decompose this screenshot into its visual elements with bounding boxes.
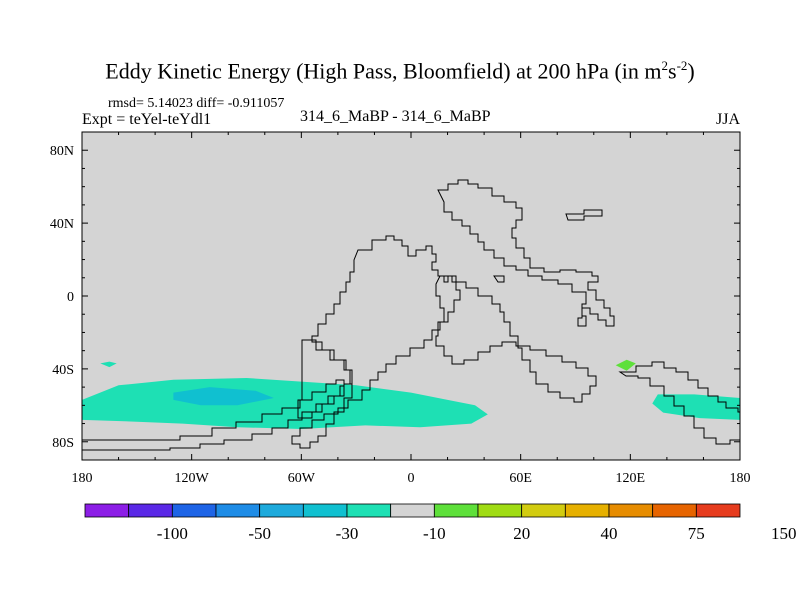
colorbar-swatch bbox=[346, 503, 392, 518]
y-tick-label: 0 bbox=[67, 290, 74, 305]
x-axis: 180 120W 60W 0 60E 120E 180 bbox=[72, 132, 751, 486]
asia-interior-coastline bbox=[493, 275, 505, 283]
southern-mid-latitude-negative-band bbox=[82, 378, 488, 429]
y-tick-label: 40S bbox=[52, 363, 74, 378]
x-tick-label: 0 bbox=[408, 471, 415, 486]
antarctic-coastline bbox=[82, 379, 345, 451]
indian-ocean-small-positive bbox=[615, 359, 636, 371]
eurasia-coastline bbox=[437, 179, 615, 327]
colorbar-swatch bbox=[695, 503, 741, 518]
southern-core-negative-patch bbox=[173, 387, 274, 406]
colorbar-swatch bbox=[390, 503, 435, 518]
colorbar-label: -50 bbox=[248, 524, 271, 543]
colorbar-swatch bbox=[128, 503, 173, 518]
americas-coastline bbox=[291, 235, 461, 449]
experiment-label: Expt = teYel-teYdl1 bbox=[82, 111, 212, 128]
colorbar: -100 -50 -30 -10 20 40 75 150 bbox=[84, 503, 797, 543]
colorbar-swatch bbox=[521, 503, 566, 518]
x-tick-label: 120W bbox=[175, 471, 210, 486]
colorbar-swatch bbox=[608, 503, 654, 518]
x-tick-label: 60W bbox=[288, 471, 316, 486]
colorbar-label: -30 bbox=[336, 524, 359, 543]
colorbar-swatch bbox=[259, 503, 304, 518]
y-axis: 80N 40N 0 40S 80S bbox=[50, 144, 740, 451]
rmsd-diff-label: rmsd= 5.14023 diff= -0.911057 bbox=[108, 96, 285, 111]
colorbar-swatch bbox=[302, 503, 348, 518]
colorbar-swatch bbox=[564, 503, 610, 518]
south-america-coastline bbox=[297, 339, 353, 419]
australia-coastline bbox=[618, 361, 740, 445]
colorbar-swatch bbox=[215, 503, 261, 518]
colorbar-label: 75 bbox=[688, 524, 705, 543]
chart-title: Eddy Kinetic Energy (High Pass, Bloomfie… bbox=[105, 58, 695, 84]
y-tick-label: 40N bbox=[50, 217, 74, 232]
south-pacific-small-negative bbox=[100, 361, 117, 368]
colorbar-swatch bbox=[84, 503, 130, 518]
africa-coastline bbox=[435, 275, 597, 403]
case-label: 314_6_MaBP - 314_6_MaBP bbox=[300, 108, 491, 125]
colorbar-swatch bbox=[433, 503, 479, 518]
colorbar-swatch bbox=[477, 503, 523, 518]
x-tick-label: 60E bbox=[509, 471, 532, 486]
colorbar-label: -100 bbox=[157, 524, 188, 543]
colorbar-label: 150 bbox=[771, 524, 797, 543]
colorbar-swatch bbox=[171, 503, 217, 518]
siberia-coastline bbox=[565, 209, 603, 221]
x-tick-label: 120E bbox=[616, 471, 646, 486]
y-tick-label: 80N bbox=[50, 144, 74, 159]
colorbar-label: -10 bbox=[423, 524, 446, 543]
colorbar-label: 40 bbox=[601, 524, 618, 543]
y-tick-label: 80S bbox=[52, 436, 74, 451]
x-tick-label: 180 bbox=[72, 471, 93, 486]
coastline-outlines bbox=[82, 179, 740, 451]
season-label: JJA bbox=[716, 111, 741, 128]
colorbar-label: 20 bbox=[513, 524, 530, 543]
x-tick-label: 180 bbox=[730, 471, 751, 486]
colorbar-swatch bbox=[652, 503, 697, 518]
